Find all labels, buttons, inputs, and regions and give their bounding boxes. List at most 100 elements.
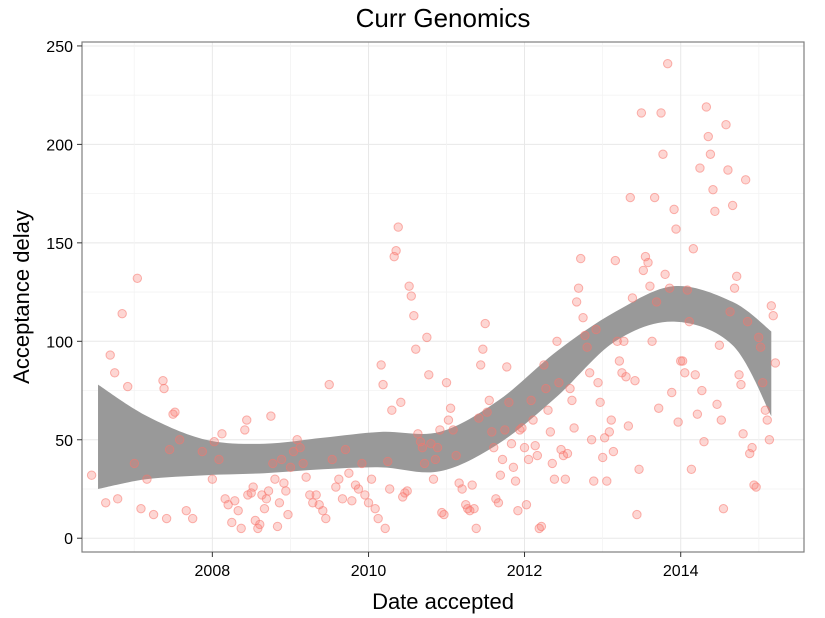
data-point [469,503,479,514]
data-point [656,108,666,118]
data-point [580,330,590,341]
data-point [755,342,766,352]
data-point [760,405,771,415]
data-point [576,253,586,264]
data-point [716,415,727,425]
data-point [443,415,454,425]
data-point [697,385,707,396]
data-point [602,476,612,486]
data-point [164,444,175,455]
data-point [610,255,621,266]
data-point [230,496,240,506]
y-tick-label: 0 [64,531,73,548]
data-point [688,244,699,254]
data-point [187,513,198,524]
data-point [747,442,757,453]
data-point [562,448,573,459]
x-axis-ticks: 2008 2010 2012 2014 [195,552,699,580]
data-point [495,470,506,480]
data-point [645,281,655,291]
data-point [112,494,123,504]
data-point [298,458,308,469]
data-point [543,405,553,415]
x-axis-title: Date accepted [372,589,514,614]
data-point [378,379,388,390]
data-point [766,301,777,311]
data-point [682,285,693,295]
data-point [406,291,416,301]
data-point [649,192,660,203]
data-point [513,505,523,516]
data-point [129,458,140,469]
data-point [632,509,642,520]
data-point [638,265,649,276]
data-point [734,370,744,380]
data-point [508,462,519,473]
data-point [441,377,452,388]
data-point [608,446,619,457]
data-point [318,505,328,516]
data-point [347,496,357,506]
data-point [86,470,97,480]
data-point [393,222,403,232]
y-axis-ticks: 0 50 100 150 200 250 [46,39,82,548]
data-point [770,358,781,368]
data-point [614,356,625,366]
data-point [667,387,677,398]
data-point [517,423,527,433]
data-point [337,494,348,504]
data-point [373,513,383,524]
data-point [547,458,557,469]
data-point [489,442,499,453]
data-point [758,377,768,388]
data-point [276,454,287,465]
data-point [457,484,467,494]
data-point [170,407,180,417]
data-point [680,368,690,378]
data-point [217,429,227,439]
data-point [197,446,207,457]
data-point [762,415,772,425]
data-point [370,503,380,514]
data-point [467,480,477,490]
data-point [387,405,397,415]
data-point [669,204,679,215]
data-point [677,356,688,366]
x-tick-label: 2012 [507,563,543,580]
data-point [174,435,185,445]
data-point [604,427,615,437]
data-point [651,297,662,307]
data-point [627,293,638,303]
data-point [344,468,354,478]
data-point [207,474,218,484]
data-point [380,523,390,534]
data-point [714,340,725,350]
data-point [710,206,720,217]
data-point [506,438,517,449]
data-point [768,311,778,321]
data-point [285,462,296,473]
data-point [658,149,668,159]
data-point [161,513,172,524]
data-point [692,409,703,419]
data-point [569,423,579,433]
data-point [159,383,169,394]
data-point [754,332,764,343]
data-point [673,417,683,427]
data-point [686,464,697,474]
data-point [366,474,377,484]
data-point [664,283,675,293]
data-point [233,505,243,516]
data-point [430,454,441,465]
data-point [500,425,510,435]
data-point [109,368,120,378]
data-points [86,58,781,534]
smooth-band [98,285,772,489]
data-point [384,484,395,494]
data-point [117,309,127,319]
data-point [480,318,490,329]
data-point [554,377,564,388]
smooth-confidence-band [98,285,772,489]
y-tick-label: 100 [46,334,73,351]
